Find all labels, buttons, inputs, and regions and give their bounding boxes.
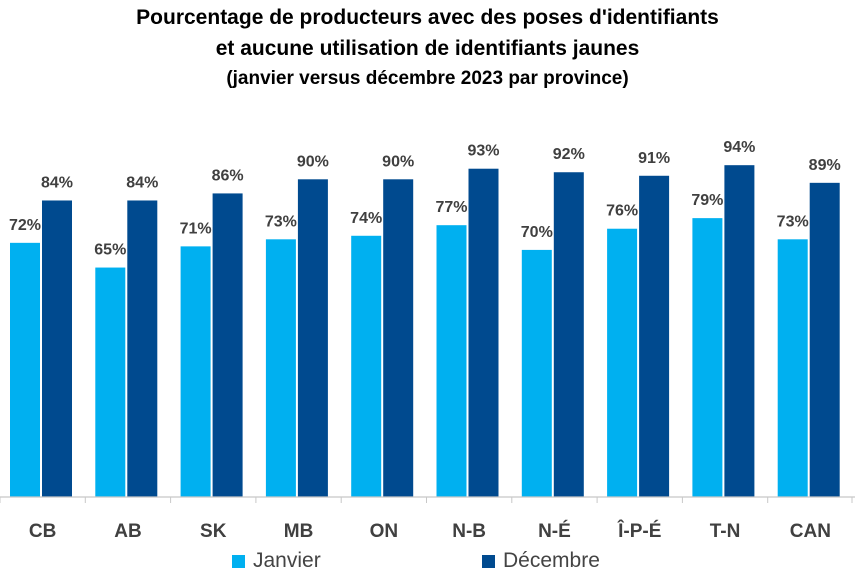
bar-janvier-on (351, 235, 382, 497)
data-label-janvier-ab: 65% (94, 242, 126, 259)
bar-decembre-on (383, 179, 414, 498)
bar-janvier-n-b (436, 225, 467, 497)
bar-decembre-cb (42, 200, 72, 498)
x-tick-label-on: ON (370, 521, 399, 542)
data-label-janvier-i-p-e: 76% (606, 203, 638, 220)
x-tick-label-mb: MB (284, 521, 314, 542)
bar-decembre-i-p-e (639, 175, 670, 497)
x-tick-label-can: CAN (790, 521, 831, 542)
data-label-janvier-on: 74% (350, 210, 382, 227)
bar-decembre-n-b (468, 168, 499, 497)
bar-decembre-can (809, 182, 840, 497)
data-label-decembre-mb: 90% (297, 153, 329, 170)
chart-title-line-2: et aucune utilisation de identifiants ja… (215, 37, 640, 60)
bar-janvier-n-e (521, 249, 552, 497)
data-label-decembre-on: 90% (382, 153, 414, 170)
data-label-janvier-mb: 73% (265, 213, 297, 230)
bar-janvier-cb (10, 242, 40, 497)
data-label-janvier-n-b: 77% (435, 199, 467, 216)
x-tick-label-sk: SK (200, 521, 227, 542)
bar-janvier-sk (180, 246, 211, 497)
data-label-decembre-ab: 84% (126, 174, 158, 191)
bar-decembre-sk (212, 193, 243, 498)
bar-chart: 72% 84% CB 65% 84% AB 71% 86% SK 73% 90% MB 74% 90% ON… (0, 139, 855, 542)
data-label-decembre-sk: 86% (212, 167, 244, 184)
x-tick-label-cb: CB (29, 521, 56, 542)
bar-decembre-n-e (553, 172, 584, 498)
data-label-janvier-can: 73% (777, 213, 809, 230)
bar-janvier-mb (265, 239, 296, 497)
legend-swatch-janvier (232, 554, 245, 568)
legend: Janvier Décembre (0, 549, 855, 575)
data-label-decembre-n-b: 93% (467, 143, 499, 160)
data-label-decembre-t-n: 94% (723, 139, 755, 156)
data-label-janvier-cb: 72% (9, 217, 41, 234)
bar-janvier-ab (95, 267, 126, 497)
data-label-janvier-t-n: 79% (691, 192, 723, 209)
legend-label-decembre: Décembre (503, 549, 600, 572)
bar-decembre-mb (297, 179, 328, 498)
bar-janvier-can (777, 239, 808, 497)
chart-subtitle: (janvier versus décembre 2023 par provin… (226, 68, 629, 89)
data-label-decembre-i-p-e: 91% (638, 150, 670, 167)
x-tick-label-n-b: N-B (452, 521, 486, 542)
legend-item-decembre: Décembre (482, 549, 600, 573)
chart-title-line-1: Pourcentage de producteurs avec des pose… (136, 6, 719, 29)
data-label-janvier-sk: 71% (180, 220, 212, 237)
bar-janvier-t-n (692, 218, 723, 497)
x-tick-label-n-e: N-É (538, 520, 571, 542)
x-tick-label-i-p-e: Î-P-É (617, 520, 661, 542)
bar-decembre-ab (127, 200, 158, 498)
data-label-decembre-n-e: 92% (553, 146, 585, 163)
data-label-janvier-n-e: 70% (521, 224, 553, 241)
x-tick-label-ab: AB (114, 521, 141, 542)
bar-decembre-t-n (724, 165, 755, 497)
legend-label-janvier: Janvier (253, 549, 321, 572)
bar-janvier-i-p-e (607, 228, 638, 497)
data-label-decembre-can: 89% (809, 157, 841, 174)
data-label-decembre-cb: 84% (41, 174, 73, 191)
x-tick-label-t-n: T-N (710, 521, 741, 542)
legend-swatch-decembre (482, 554, 495, 568)
legend-item-janvier: Janvier (232, 549, 321, 573)
